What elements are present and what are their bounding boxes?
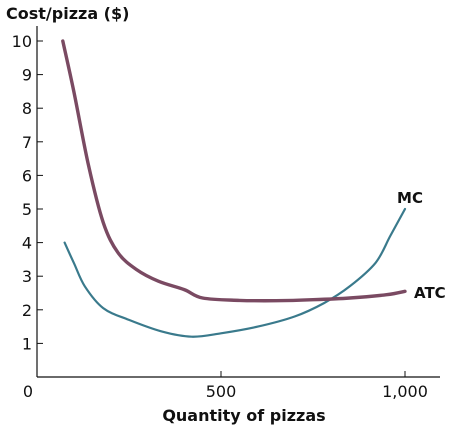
y-tick-label: 2 xyxy=(22,301,32,320)
x-tick-label: 500 xyxy=(206,382,237,401)
y-tick-label: 4 xyxy=(22,234,32,253)
x-ticks: 0 500 1,000 xyxy=(23,371,428,401)
y-tick-label: 10 xyxy=(12,32,32,51)
y-ticks: 1 2 3 4 5 6 7 8 9 10 xyxy=(12,32,43,353)
series-labels: MC ATC xyxy=(397,189,446,302)
series-label-atc: ATC xyxy=(414,284,446,302)
y-axis-title: Cost/pizza ($) xyxy=(6,4,129,23)
x-tick-label: 1,000 xyxy=(382,382,428,401)
y-tick-label: 9 xyxy=(22,66,32,85)
y-tick-label: 8 xyxy=(22,99,32,118)
y-tick-label: 5 xyxy=(22,200,32,219)
y-tick-label: 7 xyxy=(22,133,32,152)
y-tick-label: 3 xyxy=(22,267,32,286)
series-line-mc xyxy=(65,209,405,337)
x-tick-label: 0 xyxy=(23,382,33,401)
series-line-atc xyxy=(63,41,405,301)
x-axis-title: Quantity of pizzas xyxy=(162,406,325,425)
series-label-mc: MC xyxy=(397,189,423,207)
y-tick-label: 1 xyxy=(22,334,32,353)
curves xyxy=(63,41,405,337)
y-tick-label: 6 xyxy=(22,166,32,185)
